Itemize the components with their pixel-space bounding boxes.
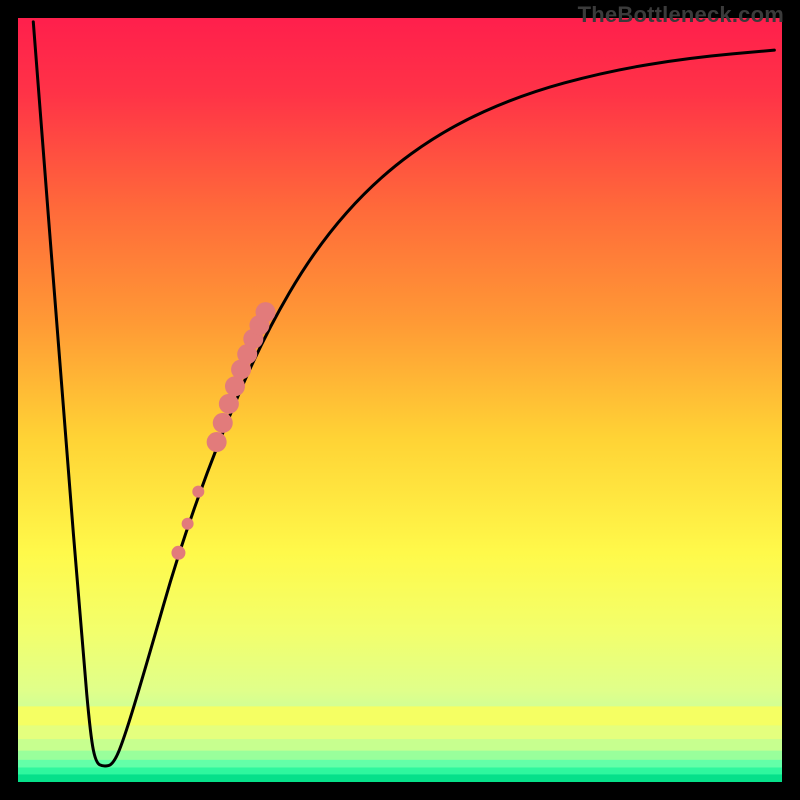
bottleneck-chart <box>0 0 800 800</box>
color-band <box>18 725 782 739</box>
data-point <box>207 432 227 452</box>
data-point <box>213 413 233 433</box>
color-band <box>18 751 782 760</box>
data-point <box>219 394 239 414</box>
color-band <box>18 774 782 782</box>
color-band <box>18 760 782 768</box>
gradient-background <box>18 18 782 782</box>
data-point <box>171 546 185 560</box>
data-point <box>256 302 276 322</box>
color-band <box>18 767 782 774</box>
data-point <box>192 486 204 498</box>
data-point <box>182 518 194 530</box>
color-band <box>18 739 782 750</box>
chart-container: TheBottleneck.com <box>0 0 800 800</box>
bottom-color-bands <box>18 706 782 782</box>
plot-area <box>18 18 782 782</box>
watermark-label: TheBottleneck.com <box>578 2 784 28</box>
